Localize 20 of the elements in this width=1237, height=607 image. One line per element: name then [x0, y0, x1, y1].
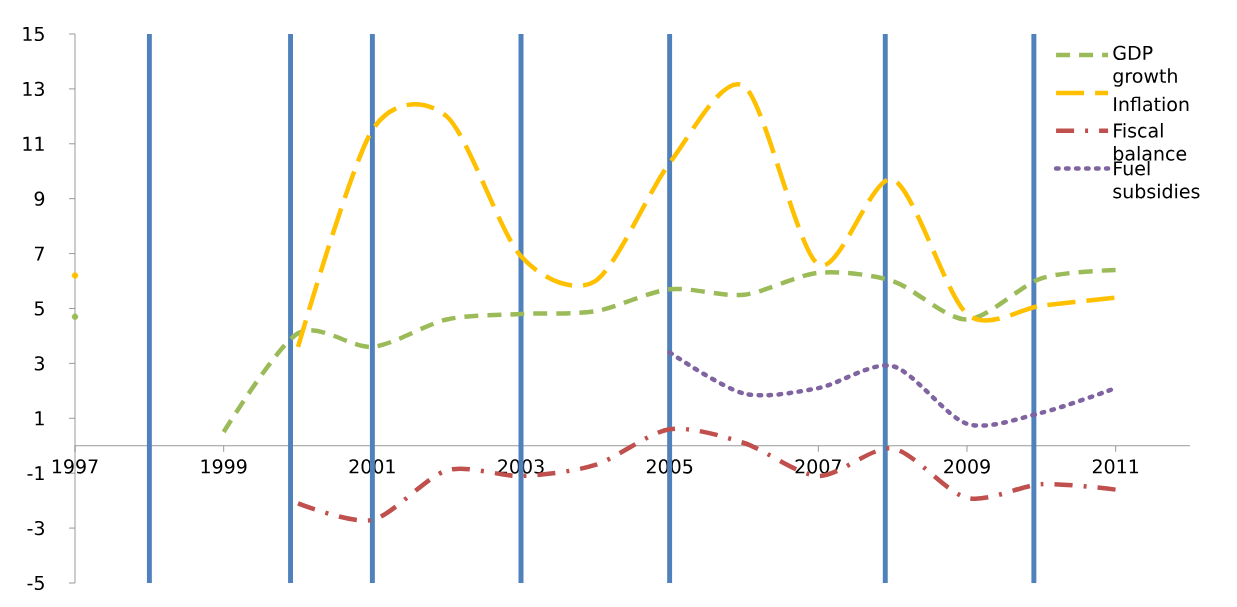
y-tick-label: 9: [34, 191, 45, 206]
y-tick-label: 13: [23, 81, 44, 97]
y-tick-label: 5: [34, 301, 44, 316]
y-tick-label: 1: [35, 411, 44, 426]
y-tick-label: -5: [27, 575, 44, 591]
y-tick-label: -3: [27, 520, 44, 536]
legend-label: Fuel subsidies: [1113, 160, 1200, 199]
y-tick-label: 3: [34, 356, 44, 371]
x-tick-label: 2011: [1092, 459, 1139, 474]
y-tick-label: 11: [23, 136, 44, 151]
x-tick-label: 2007: [795, 459, 841, 474]
x-tick-label: 1999: [201, 459, 247, 474]
legend-label: Fiscal balance: [1114, 122, 1187, 161]
x-tick-label: 1997: [52, 459, 98, 474]
legend-label: GDP growth: [1113, 45, 1177, 87]
y-tick-label: -1: [27, 466, 44, 481]
y-tick-label: 15: [23, 26, 44, 42]
y-tick-label: 7: [34, 246, 44, 261]
x-tick-label: 2009: [944, 459, 990, 474]
legend-label: Inflation: [1114, 96, 1189, 112]
